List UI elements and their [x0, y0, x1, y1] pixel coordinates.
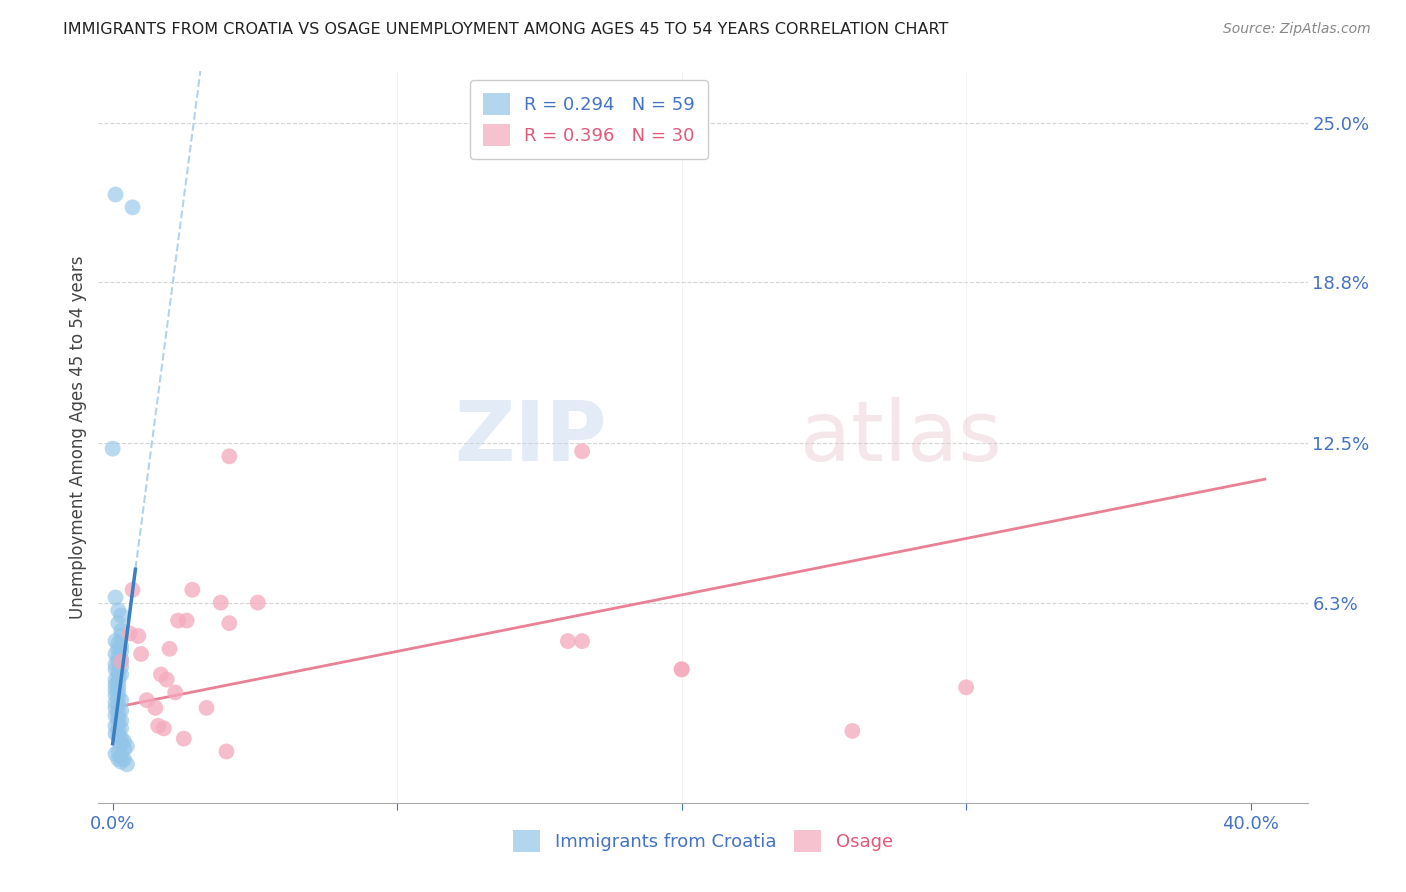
- Point: [143, 701, 166, 715]
- Point: [110, 639, 132, 653]
- Point: [104, 678, 127, 692]
- Point: [107, 675, 129, 690]
- Point: [107, 670, 129, 684]
- Point: [104, 673, 127, 687]
- Point: [104, 634, 127, 648]
- Point: [110, 737, 132, 751]
- Point: [127, 629, 149, 643]
- Point: [104, 726, 127, 740]
- Point: [104, 719, 127, 733]
- Point: [121, 582, 143, 597]
- Point: [107, 729, 129, 743]
- Point: [107, 716, 129, 731]
- Point: [107, 698, 129, 713]
- Point: [110, 629, 132, 643]
- Point: [107, 641, 129, 656]
- Point: [107, 685, 129, 699]
- Y-axis label: Unemployment Among Ages 45 to 54 years: Unemployment Among Ages 45 to 54 years: [69, 255, 87, 619]
- Point: [107, 665, 129, 679]
- Point: [841, 723, 863, 738]
- Point: [150, 667, 173, 681]
- Point: [218, 616, 240, 631]
- Point: [218, 450, 240, 464]
- Point: [209, 596, 232, 610]
- Point: [671, 662, 693, 676]
- Legend: Immigrants from Croatia, Osage: Immigrants from Croatia, Osage: [506, 823, 900, 860]
- Point: [167, 614, 190, 628]
- Point: [571, 634, 593, 648]
- Point: [159, 641, 181, 656]
- Point: [107, 711, 129, 725]
- Point: [115, 757, 138, 772]
- Point: [135, 693, 157, 707]
- Point: [110, 755, 132, 769]
- Point: [557, 634, 579, 648]
- Point: [115, 739, 138, 754]
- Point: [104, 696, 127, 710]
- Point: [107, 616, 129, 631]
- Point: [118, 626, 141, 640]
- Point: [104, 708, 127, 723]
- Point: [104, 688, 127, 702]
- Point: [110, 624, 132, 638]
- Point: [110, 693, 132, 707]
- Point: [104, 747, 127, 761]
- Point: [104, 657, 127, 672]
- Point: [101, 442, 124, 456]
- Text: Source: ZipAtlas.com: Source: ZipAtlas.com: [1223, 22, 1371, 37]
- Point: [110, 722, 132, 736]
- Point: [153, 722, 176, 736]
- Point: [110, 667, 132, 681]
- Point: [110, 749, 132, 764]
- Point: [955, 681, 977, 695]
- Text: atlas: atlas: [800, 397, 1001, 477]
- Point: [110, 655, 132, 669]
- Point: [110, 660, 132, 674]
- Point: [104, 662, 127, 676]
- Point: [107, 744, 129, 758]
- Point: [110, 731, 132, 746]
- Point: [215, 744, 238, 758]
- Point: [104, 187, 127, 202]
- Point: [107, 681, 129, 695]
- Point: [671, 662, 693, 676]
- Point: [104, 682, 127, 697]
- Point: [246, 596, 269, 610]
- Point: [107, 655, 129, 669]
- Point: [110, 703, 132, 717]
- Point: [165, 685, 187, 699]
- Point: [107, 690, 129, 705]
- Point: [195, 701, 218, 715]
- Point: [173, 731, 195, 746]
- Point: [110, 608, 132, 623]
- Point: [571, 444, 593, 458]
- Point: [110, 644, 132, 658]
- Point: [107, 649, 129, 664]
- Point: [104, 591, 127, 605]
- Point: [107, 752, 129, 766]
- Point: [176, 614, 198, 628]
- Point: [121, 200, 143, 214]
- Text: ZIP: ZIP: [454, 397, 606, 477]
- Point: [146, 719, 169, 733]
- Point: [107, 706, 129, 720]
- Point: [104, 701, 127, 715]
- Point: [112, 742, 135, 756]
- Point: [107, 723, 129, 738]
- Point: [110, 652, 132, 666]
- Text: IMMIGRANTS FROM CROATIA VS OSAGE UNEMPLOYMENT AMONG AGES 45 TO 54 YEARS CORRELAT: IMMIGRANTS FROM CROATIA VS OSAGE UNEMPLO…: [63, 22, 949, 37]
- Point: [110, 714, 132, 728]
- Point: [107, 637, 129, 651]
- Point: [181, 582, 204, 597]
- Point: [104, 647, 127, 661]
- Point: [112, 734, 135, 748]
- Point: [129, 647, 152, 661]
- Point: [156, 673, 179, 687]
- Point: [107, 603, 129, 617]
- Point: [112, 752, 135, 766]
